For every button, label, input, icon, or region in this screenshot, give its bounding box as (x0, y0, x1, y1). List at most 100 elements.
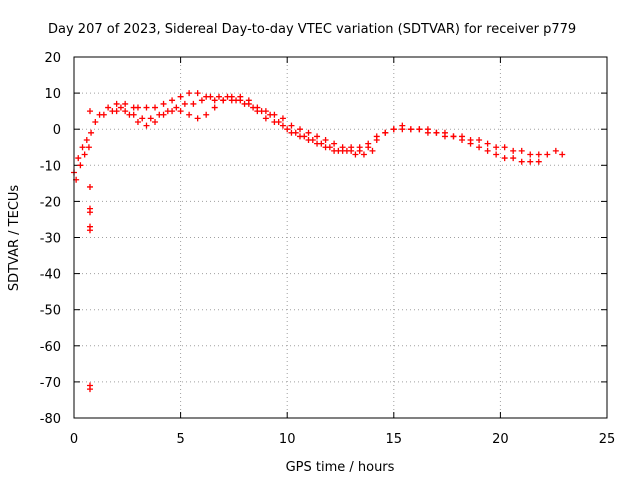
data-point (139, 115, 146, 122)
y-tick-label: -40 (40, 268, 61, 283)
data-point (309, 137, 316, 144)
y-tick-label: -60 (40, 340, 61, 355)
data-point (224, 93, 231, 100)
data-point (510, 155, 517, 162)
data-point (510, 147, 517, 154)
data-point (369, 147, 376, 154)
data-point (81, 151, 88, 158)
data-point (433, 129, 440, 136)
data-point (552, 147, 559, 154)
data-point (407, 126, 414, 133)
data-point (318, 140, 325, 147)
data-points (71, 90, 566, 393)
data-point (459, 137, 466, 144)
data-point (527, 158, 534, 165)
data-point (296, 126, 303, 133)
data-point (288, 122, 295, 129)
y-tick-label: 20 (44, 51, 61, 66)
data-point (493, 144, 500, 151)
data-point (241, 100, 248, 107)
y-tick-label: -50 (40, 304, 61, 319)
data-point (86, 386, 93, 393)
data-point (544, 151, 551, 158)
data-point (284, 126, 291, 133)
x-tick-label: 20 (492, 432, 509, 447)
y-tick-label: -30 (40, 232, 61, 247)
chart-title: Day 207 of 2023, Sidereal Day-to-day VTE… (48, 22, 576, 37)
data-point (152, 104, 159, 111)
data-point (113, 100, 120, 107)
data-point (365, 144, 372, 151)
data-point (343, 147, 350, 154)
data-point (86, 183, 93, 190)
data-point (173, 104, 180, 111)
data-point (450, 133, 457, 140)
y-tick-label: 0 (53, 123, 61, 138)
data-point (77, 162, 84, 169)
data-point (262, 115, 269, 122)
data-point (122, 100, 129, 107)
data-point (501, 144, 508, 151)
data-point (373, 137, 380, 144)
data-point (382, 129, 389, 136)
y-axis-label: SDTVAR / TECUs (7, 185, 22, 292)
data-point (207, 93, 214, 100)
data-point (314, 133, 321, 140)
data-point (559, 151, 566, 158)
data-point (326, 144, 333, 151)
data-point (233, 97, 240, 104)
data-point (122, 108, 129, 115)
data-point (177, 93, 184, 100)
tick-layer: 20 10 0 -10 -20 -30 -40 -50 -60 -70 -80 0 5 10 15 20 25 (40, 51, 616, 447)
data-point (194, 90, 201, 97)
data-point (501, 155, 508, 162)
data-point (356, 147, 363, 154)
data-point (198, 97, 205, 104)
y-tick-label: 10 (44, 87, 61, 102)
data-point (117, 104, 124, 111)
data-point (85, 144, 92, 151)
data-point (331, 140, 338, 147)
data-point (441, 133, 448, 140)
data-point (399, 122, 406, 129)
y-tick-label: -80 (40, 412, 61, 427)
data-point (143, 104, 150, 111)
data-point (476, 144, 483, 151)
data-point (301, 133, 308, 140)
data-point (169, 97, 176, 104)
data-point (134, 104, 141, 111)
x-tick-label: 15 (386, 432, 403, 447)
data-point (92, 118, 99, 125)
data-point (160, 100, 167, 107)
x-tick-label: 0 (70, 432, 78, 447)
data-point (305, 129, 312, 136)
data-point (390, 126, 397, 133)
data-point (322, 137, 329, 144)
data-point (476, 137, 483, 144)
data-point (164, 108, 171, 115)
x-tick-label: 25 (599, 432, 616, 447)
data-point (177, 108, 184, 115)
data-point (279, 122, 286, 129)
data-point (211, 97, 218, 104)
data-point (352, 151, 359, 158)
data-point (83, 137, 90, 144)
data-point (211, 104, 218, 111)
data-point (113, 108, 120, 115)
data-point (152, 118, 159, 125)
y-tick-label: -10 (40, 159, 61, 174)
data-point (535, 158, 542, 165)
data-point (181, 100, 188, 107)
data-point (100, 111, 107, 118)
data-point (467, 140, 474, 147)
y-tick-label: -20 (40, 195, 61, 210)
data-point (143, 122, 150, 129)
data-point (360, 151, 367, 158)
data-point (215, 93, 222, 100)
y-tick-label: -70 (40, 376, 61, 391)
data-point (134, 118, 141, 125)
data-point (220, 97, 227, 104)
data-point (493, 151, 500, 158)
